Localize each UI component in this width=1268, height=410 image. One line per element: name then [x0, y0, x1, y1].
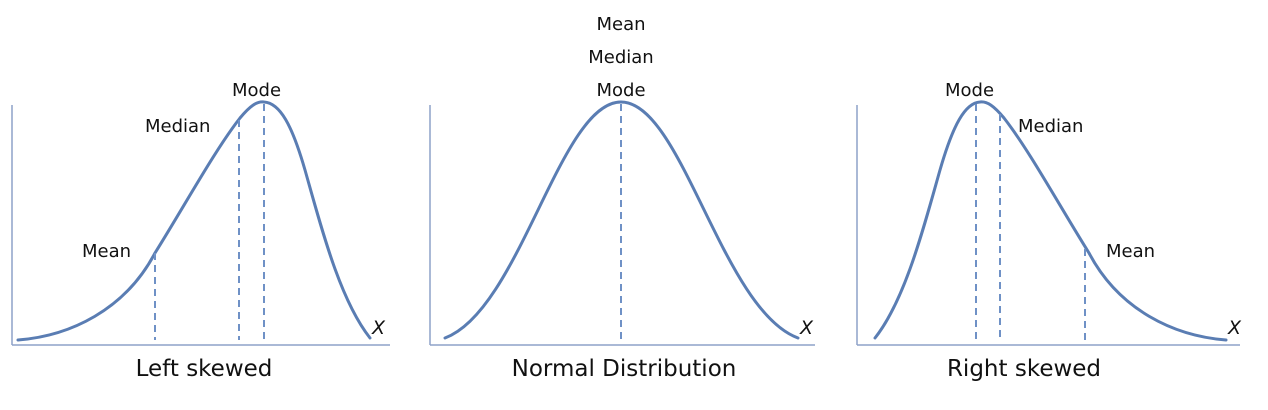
left-skewed-curve: [16, 100, 372, 342]
normal-caption: Normal Distribution: [512, 356, 737, 382]
panel-normal-distribution: Mean Median Mode X Normal Distribution: [429, 14, 815, 382]
normal-x-label: X: [799, 317, 814, 339]
left-x-label: X: [371, 317, 386, 339]
right-x-label: X: [1227, 317, 1242, 339]
normal-mean-label: Mean: [596, 14, 645, 35]
left-median-label: Median: [145, 116, 210, 137]
right-median-label: Median: [1018, 116, 1083, 137]
panel-right-skewed: Mode Median Mean X Right skewed: [856, 80, 1242, 382]
left-caption: Left skewed: [136, 356, 273, 382]
left-mode-label: Mode: [232, 80, 281, 101]
right-mode-label: Mode: [945, 80, 994, 101]
normal-median-label: Median: [588, 47, 653, 68]
normal-curve: [443, 100, 800, 340]
right-mean-label: Mean: [1106, 241, 1155, 262]
right-skewed-curve: [873, 100, 1228, 342]
normal-mode-label: Mode: [596, 80, 645, 101]
panel-left-skewed: Mean Median Mode X Left skewed: [11, 80, 390, 382]
right-caption: Right skewed: [947, 356, 1101, 382]
left-mean-label: Mean: [82, 241, 131, 262]
